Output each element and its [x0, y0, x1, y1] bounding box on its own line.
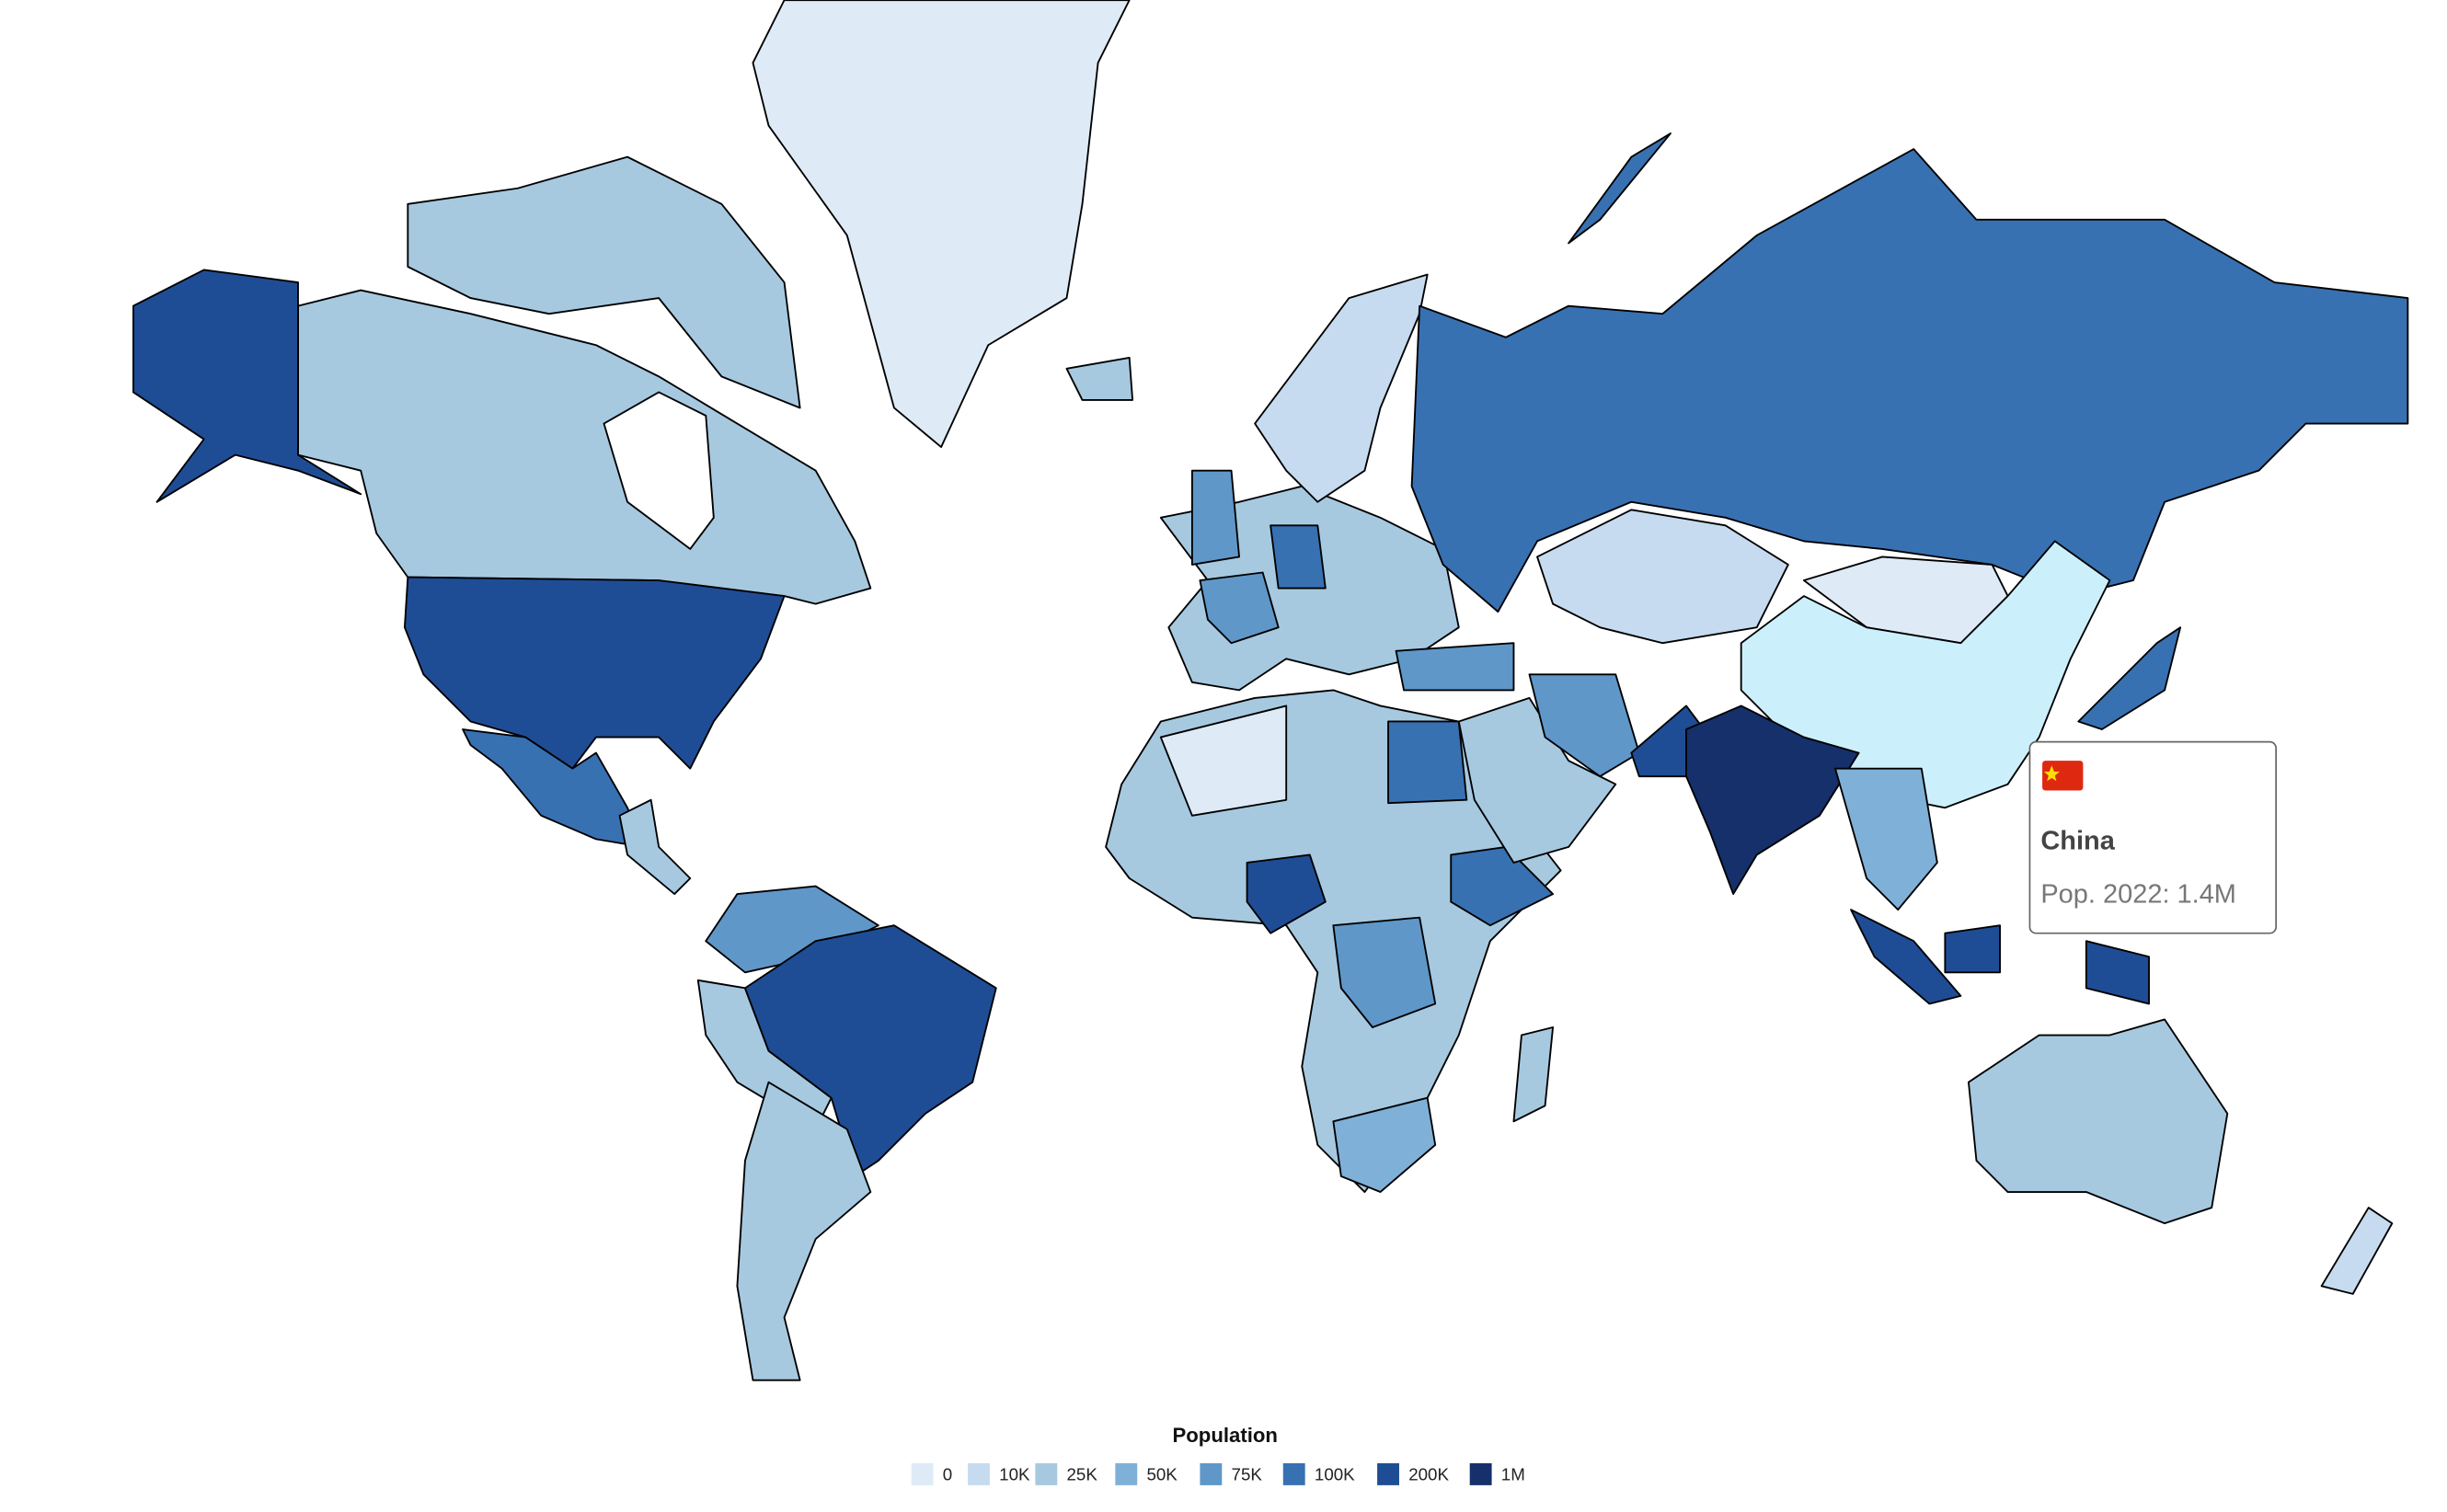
- sahara[interactable]: [1159, 704, 1288, 817]
- legend-label: 25K: [1066, 1465, 1097, 1484]
- legend-label: 0: [943, 1465, 952, 1484]
- tooltip: China Pop. 2022: 1.4M: [2028, 740, 2277, 934]
- egypt[interactable]: [1387, 720, 1468, 805]
- france[interactable]: [1199, 571, 1280, 645]
- legend-swatch: [911, 1463, 934, 1485]
- legend-title: Population: [1172, 1424, 1277, 1447]
- legend-swatch: [1469, 1463, 1492, 1485]
- legend-swatch: [1035, 1463, 1058, 1485]
- legend: Population 0 10K 25K 50K 75K 100K 200K 1M: [911, 1424, 1525, 1485]
- brazil[interactable]: [743, 924, 997, 1177]
- iceland[interactable]: [1065, 356, 1134, 401]
- dr-congo[interactable]: [1332, 916, 1437, 1028]
- legend-label: 100K: [1315, 1465, 1355, 1484]
- africa[interactable]: [1105, 689, 1562, 1193]
- iran[interactable]: [1528, 673, 1640, 778]
- legend-swatch: [1282, 1463, 1305, 1485]
- sumatra-java[interactable]: [1850, 909, 1962, 1005]
- legend-label: 75K: [1232, 1465, 1263, 1484]
- middle-east[interactable]: [1457, 696, 1617, 864]
- flag: [2042, 761, 2084, 791]
- hudson-bay: [603, 391, 715, 550]
- legend-swatch: [1377, 1463, 1399, 1485]
- germany[interactable]: [1269, 524, 1327, 590]
- legend-label: 10K: [999, 1465, 1030, 1484]
- colombia-venezuela[interactable]: [705, 885, 879, 974]
- greenland[interactable]: [752, 0, 1131, 449]
- ethiopia[interactable]: [1450, 845, 1555, 927]
- papua[interactable]: [2085, 940, 2150, 1005]
- borneo[interactable]: [1944, 924, 2001, 974]
- tooltip-country: China: [2040, 826, 2115, 855]
- turkey[interactable]: [1395, 642, 1515, 692]
- novaya-zemlya[interactable]: [1568, 132, 1672, 245]
- scandinavia[interactable]: [1254, 273, 1429, 503]
- canada-islands[interactable]: [407, 155, 801, 409]
- legend-swatch: [1200, 1463, 1223, 1485]
- kazakhstan[interactable]: [1536, 509, 1789, 645]
- legend-swatch: [968, 1463, 990, 1485]
- legend-label: 200K: [1408, 1465, 1449, 1484]
- russia[interactable]: [1410, 148, 2409, 613]
- new-zealand[interactable]: [2320, 1207, 2394, 1295]
- usa[interactable]: [403, 576, 786, 770]
- south-africa[interactable]: [1332, 1096, 1437, 1193]
- countries: [132, 0, 2409, 1381]
- nigeria[interactable]: [1246, 853, 1327, 934]
- legend-label: 1M: [1501, 1465, 1525, 1484]
- canada[interactable]: [297, 289, 872, 613]
- australia[interactable]: [1967, 1018, 2229, 1225]
- flag-star: [2043, 765, 2060, 782]
- india[interactable]: [1685, 704, 1860, 895]
- madagascar[interactable]: [1512, 1026, 1555, 1123]
- southeast-asia[interactable]: [1834, 767, 1938, 911]
- alaska[interactable]: [132, 269, 362, 503]
- argentina-chile[interactable]: [736, 1081, 872, 1381]
- legend-label: 50K: [1146, 1465, 1178, 1484]
- uk[interactable]: [1190, 469, 1240, 566]
- central-america[interactable]: [618, 798, 692, 895]
- tooltip-text: Pop. 2022: 1.4M: [2040, 879, 2236, 909]
- japan[interactable]: [2077, 626, 2182, 730]
- tooltip-box: [2028, 740, 2277, 934]
- legend-swatch: [1115, 1463, 1138, 1485]
